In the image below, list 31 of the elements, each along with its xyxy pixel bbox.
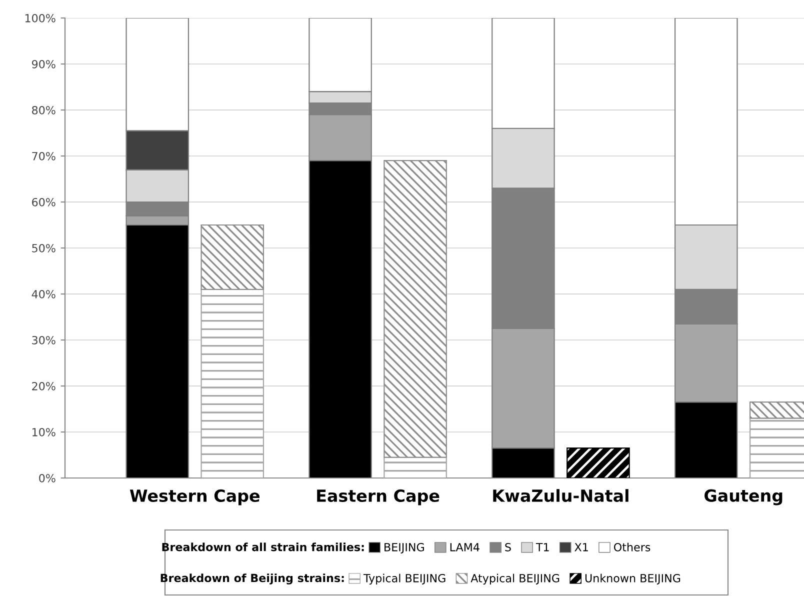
x-tick-label: Western Cape — [130, 489, 260, 506]
legend-title: Breakdown of all strain families: — [162, 542, 364, 552]
y-tick-label: 20% — [32, 382, 56, 390]
legend-label: Others — [614, 542, 650, 552]
y-tick-label: 60% — [32, 198, 56, 206]
x-tick-label: Eastern Cape — [317, 489, 440, 506]
bar — [566, 448, 630, 478]
legend-label: LAM4 — [450, 543, 480, 552]
y-tick-label: 10% — [32, 428, 56, 436]
legend-label: Atypical BEIJING — [470, 574, 560, 585]
x-tick-label: KwaZulu-Natal — [493, 489, 628, 502]
bar — [200, 224, 264, 290]
bar — [200, 288, 264, 478]
bar — [384, 160, 447, 458]
legend-label: S — [505, 542, 511, 552]
x-tick-label: Gauteng — [704, 489, 782, 506]
y-tick-label: 40% — [32, 290, 56, 298]
legend-label: BEIJING — [384, 542, 424, 554]
bar — [384, 456, 447, 478]
legend-label: T1 — [536, 543, 549, 552]
y-tick-label: 90% — [32, 60, 56, 68]
legend-title: Breakdown of Beijing strains: — [160, 574, 344, 584]
legend-label: Unknown BEIJING — [585, 574, 680, 584]
y-tick-label: 70% — [32, 152, 56, 160]
y-tick-label: 50% — [32, 244, 56, 252]
y-tick-label: 0% — [39, 474, 56, 482]
legend-label: Typical BEIJING — [363, 574, 446, 585]
legend-label: X1 — [574, 543, 588, 552]
y-tick-label: 100% — [25, 14, 56, 22]
y-tick-label: 30% — [32, 336, 56, 344]
y-tick-label: 80% — [32, 106, 56, 114]
